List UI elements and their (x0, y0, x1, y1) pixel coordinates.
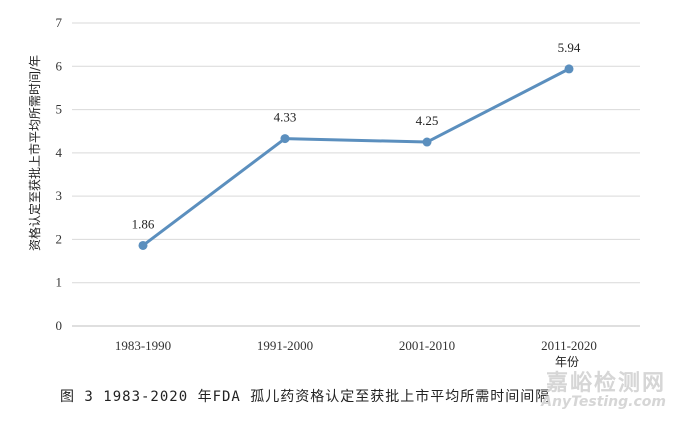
y-tick-label: 7 (56, 15, 63, 30)
y-tick-label: 5 (56, 102, 63, 117)
y-tick-label: 3 (56, 188, 63, 203)
series-line (141, 67, 571, 247)
y-tick-label: 6 (56, 58, 63, 73)
gridlines (72, 22, 640, 327)
data-label: 5.94 (558, 40, 581, 55)
x-tick-label: 1983-1990 (115, 338, 171, 353)
data-labels: 1.86 4.33 4.25 5.94 (132, 40, 581, 232)
data-point (422, 137, 432, 147)
x-tick-label: 2001-2010 (399, 338, 455, 353)
data-point (138, 240, 148, 250)
data-label: 1.86 (132, 216, 155, 231)
y-tick-label: 1 (56, 275, 63, 290)
watermark-main: 嘉峪检测网 (545, 371, 666, 396)
y-axis-label: 资格认定至获批上市平均所需时间/年 (27, 55, 42, 251)
watermark-sub: AnyTesting.com (541, 394, 666, 411)
y-tick-label: 2 (56, 231, 63, 246)
data-point (280, 134, 290, 144)
data-label: 4.33 (274, 110, 297, 125)
figure-caption: 图 3 1983-2020 年FDA 孤儿药资格认定至获批上市平均所需时间间隔 (60, 389, 551, 405)
x-tick-label: 1991-2000 (257, 338, 313, 353)
line-chart: 0 1 2 3 4 5 6 7 1983-1990 1991-2000 2001-2010 2011… (27, 15, 640, 369)
series-line-group (138, 64, 574, 250)
y-tick-label: 4 (56, 145, 63, 160)
x-tick-label: 2011-2020 (541, 338, 597, 353)
y-axis-ticks: 0 1 2 3 4 5 6 7 (56, 15, 63, 333)
x-axis-ticks: 1983-1990 1991-2000 2001-2010 2011-2020 (115, 338, 597, 353)
data-label: 4.25 (416, 113, 439, 128)
x-axis-unit-label: 年份 (555, 355, 579, 369)
y-tick-label: 0 (56, 318, 63, 333)
data-point (564, 64, 574, 74)
watermark: 嘉峪检测网 AnyTesting.com (541, 372, 666, 410)
